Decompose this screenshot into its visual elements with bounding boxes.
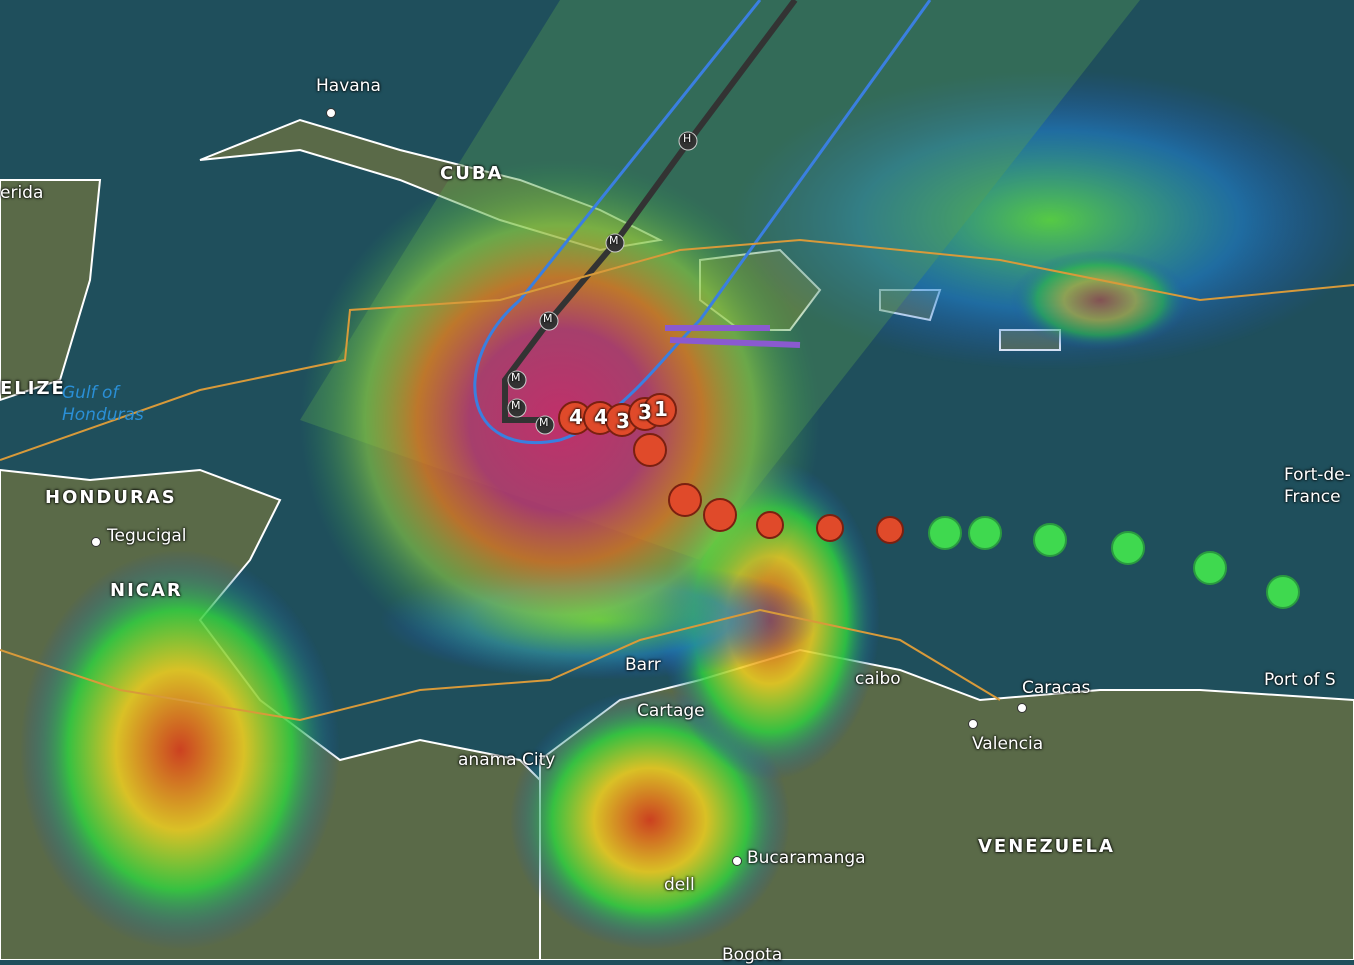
city-dot (91, 537, 101, 547)
city-dot (968, 719, 978, 729)
city-dot (1017, 703, 1027, 713)
eez-boundary-south (0, 608, 1001, 722)
label-tegucigalpa[interactable]: Tegucigal (107, 526, 187, 546)
label-panama-city[interactable]: anama City (458, 750, 556, 770)
label-nicaragua[interactable]: NICAR (110, 580, 183, 601)
label-gulf-of-honduras[interactable]: Gulf of Honduras (62, 383, 144, 425)
warning-segment (665, 325, 801, 348)
label-fort-de-france[interactable]: Fort-de-France (1284, 465, 1351, 507)
label-barranquilla[interactable]: Barr (625, 655, 661, 675)
intensity-marker: 4 (594, 405, 608, 429)
label-maracaibo[interactable]: caibo (855, 669, 901, 689)
label-havana[interactable]: Havana (316, 76, 381, 96)
label-port-of-spain[interactable]: Port of S (1264, 670, 1336, 690)
intensity-marker: 4 (569, 405, 583, 429)
intensity-marker: 1 (654, 397, 668, 421)
label-cartagena[interactable]: Cartage (637, 701, 705, 721)
label-belize[interactable]: ELIZE (0, 378, 66, 399)
label-medellin[interactable]: dell (664, 875, 695, 895)
forecast-point-label: M (511, 399, 521, 412)
past-track-markers (558, 393, 904, 544)
label-valencia[interactable]: Valencia (972, 734, 1044, 754)
city-dot (326, 108, 336, 118)
forecast-point-label: M (511, 371, 521, 384)
label-honduras[interactable]: HONDURAS (45, 487, 177, 508)
label-bogota[interactable]: Bogota (722, 945, 783, 965)
forecast-point-label: H (683, 132, 692, 145)
forecast-points (507, 131, 698, 435)
eez-boundary (0, 238, 1354, 461)
label-caracas[interactable]: Caracas (1022, 678, 1091, 698)
label-bucaramanga[interactable]: Bucaramanga (747, 848, 866, 868)
label-cuba[interactable]: CUBA (440, 163, 504, 184)
forecast-point-label: M (539, 416, 549, 429)
forecast-point-label: M (543, 312, 553, 325)
label-venezuela[interactable]: VENEZUELA (978, 836, 1115, 857)
city-dot (732, 856, 742, 866)
intensity-marker: 3 (638, 400, 652, 424)
label-merida[interactable]: erida (0, 183, 44, 203)
forecast-point-label: M (609, 234, 619, 247)
intensity-marker: 3 (616, 409, 630, 433)
tropical-depression-markers (928, 516, 1300, 609)
